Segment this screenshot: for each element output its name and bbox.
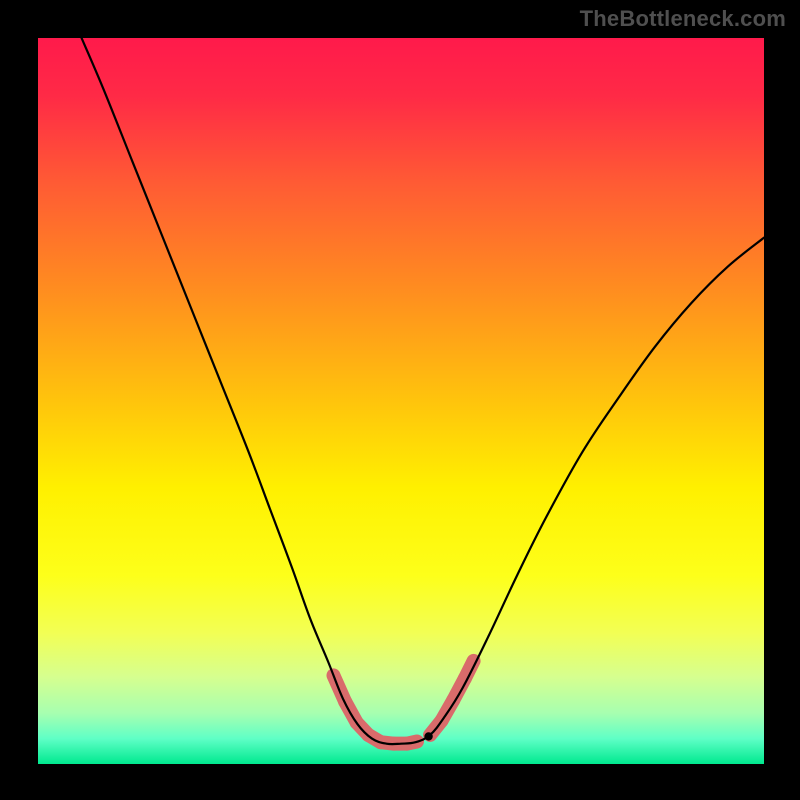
plot-area: [38, 38, 764, 764]
chart-stage: TheBottleneck.com: [0, 0, 800, 800]
min-marker: [424, 732, 432, 740]
watermark-text: TheBottleneck.com: [580, 6, 786, 32]
gradient-background: [38, 38, 764, 764]
bottleneck-chart: [38, 38, 764, 764]
